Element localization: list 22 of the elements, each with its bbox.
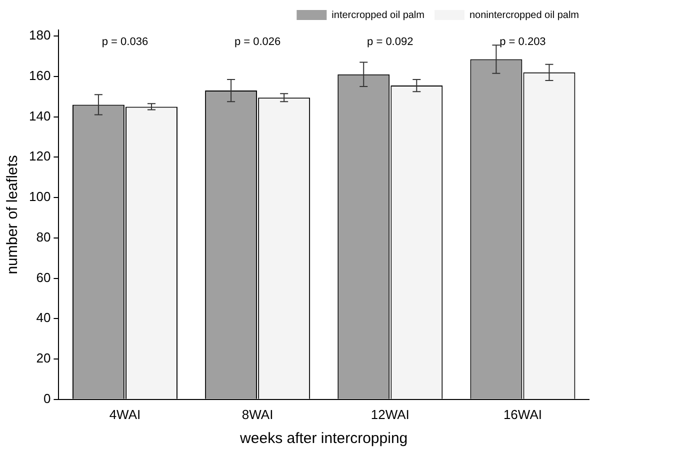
y-tick-label: 60 bbox=[36, 270, 51, 285]
legend-label: nonintercropped oil palm bbox=[469, 10, 580, 21]
annotation: p = 0.036 bbox=[102, 36, 148, 48]
y-tick-label: 40 bbox=[36, 310, 51, 326]
x-axis-title: weeks after intercropping bbox=[239, 430, 408, 448]
y-tick-label: 100 bbox=[28, 189, 51, 204]
y-axis-title: number of leaflets bbox=[4, 155, 22, 274]
annotation: p = 0.026 bbox=[234, 36, 281, 48]
annotation: p = 0.092 bbox=[367, 36, 414, 48]
y-tick-label: 20 bbox=[36, 350, 51, 366]
y-tick-label: 160 bbox=[28, 68, 51, 84]
x-tick-label: 16WAI bbox=[503, 406, 542, 422]
x-tick-label: 4WAI bbox=[109, 406, 141, 422]
legend-label: intercropped oil palm bbox=[332, 10, 424, 21]
y-tick-label: 180 bbox=[28, 28, 51, 43]
annotation: p = 0.203 bbox=[500, 36, 546, 48]
y-tick-label: 80 bbox=[36, 229, 51, 244]
y-tick-label: 140 bbox=[28, 108, 51, 124]
x-tick-label: 12WAI bbox=[370, 406, 410, 422]
x-tick-label: 8WAI bbox=[242, 406, 274, 422]
y-tick-label: 120 bbox=[28, 148, 51, 164]
y-tick-label: 0 bbox=[43, 390, 51, 406]
